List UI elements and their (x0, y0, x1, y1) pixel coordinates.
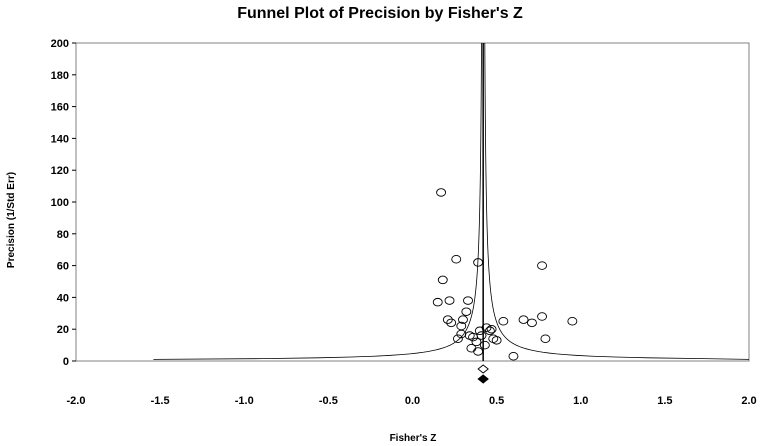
study-point (437, 275, 448, 285)
study-point (446, 318, 457, 328)
study-point (452, 334, 463, 343)
y-tick-label: 0 (63, 356, 69, 368)
study-point (461, 307, 472, 316)
funnel-limit-right (484, 42, 750, 360)
y-tick-label: 20 (57, 324, 69, 336)
study-point (486, 324, 497, 334)
study-point (567, 317, 578, 326)
x-tick-label: -1.5 (151, 395, 170, 407)
y-tick-label: 100 (51, 197, 69, 209)
study-point (474, 326, 485, 336)
observed-summary-diamond (477, 364, 489, 374)
study-point (488, 334, 499, 343)
x-axis: -2.0 -1.5 -1.0 -0.5 0.0 0.5 1.0 1.5 2.0 (67, 395, 757, 407)
study-point (432, 297, 443, 307)
x-tick-label: -2.0 (67, 395, 86, 407)
study-point (527, 318, 537, 328)
y-tick-label: 40 (57, 292, 69, 304)
x-tick-label: -1.0 (235, 395, 254, 407)
study-point (458, 315, 468, 324)
study-point (466, 344, 477, 353)
study-point (473, 347, 484, 356)
funnel-limit-left (153, 42, 482, 360)
y-tick-label: 180 (51, 70, 69, 82)
study-point (473, 258, 484, 267)
summary-diamonds (477, 364, 489, 384)
y-tick-label: 120 (51, 165, 69, 177)
chart-title: Funnel Plot of Precision by Fisher's Z (237, 5, 523, 22)
x-tick-label: 2.0 (741, 395, 756, 407)
y-tick-label: 80 (57, 229, 69, 241)
study-point (537, 261, 548, 270)
funnel-lines (153, 42, 750, 361)
study-point (451, 254, 462, 264)
study-points (432, 188, 578, 361)
x-tick-label: 0.5 (489, 395, 504, 407)
study-point (479, 340, 490, 350)
study-point (444, 296, 455, 305)
study-point (508, 351, 519, 361)
x-tick-label: 0.0 (405, 395, 420, 407)
study-point (491, 336, 502, 345)
x-tick-label: 1.5 (657, 395, 672, 407)
study-point (498, 317, 509, 326)
study-point (540, 334, 551, 343)
x-axis-label: Fisher's Z (390, 433, 437, 444)
x-tick-label: -0.5 (319, 395, 338, 407)
study-point (468, 332, 479, 342)
study-point (436, 188, 447, 197)
y-tick-label: 200 (51, 38, 69, 50)
study-point (537, 312, 548, 321)
y-tick-label: 160 (51, 102, 69, 114)
study-point (463, 296, 473, 305)
study-point (464, 331, 475, 340)
study-point (518, 315, 529, 324)
study-point (442, 315, 453, 324)
imputed-summary-diamond (477, 374, 489, 384)
y-axis: 0 20 40 60 80 100 120 140 160 180 200 (51, 38, 76, 368)
plot-frame (75, 42, 750, 362)
y-axis-label: Precision (1/Std Err) (6, 172, 17, 268)
study-point (484, 326, 495, 336)
study-point (471, 337, 482, 347)
y-tick-label: 60 (57, 261, 69, 273)
y-tick-label: 140 (51, 133, 69, 145)
x-tick-label: 1.0 (573, 395, 588, 407)
